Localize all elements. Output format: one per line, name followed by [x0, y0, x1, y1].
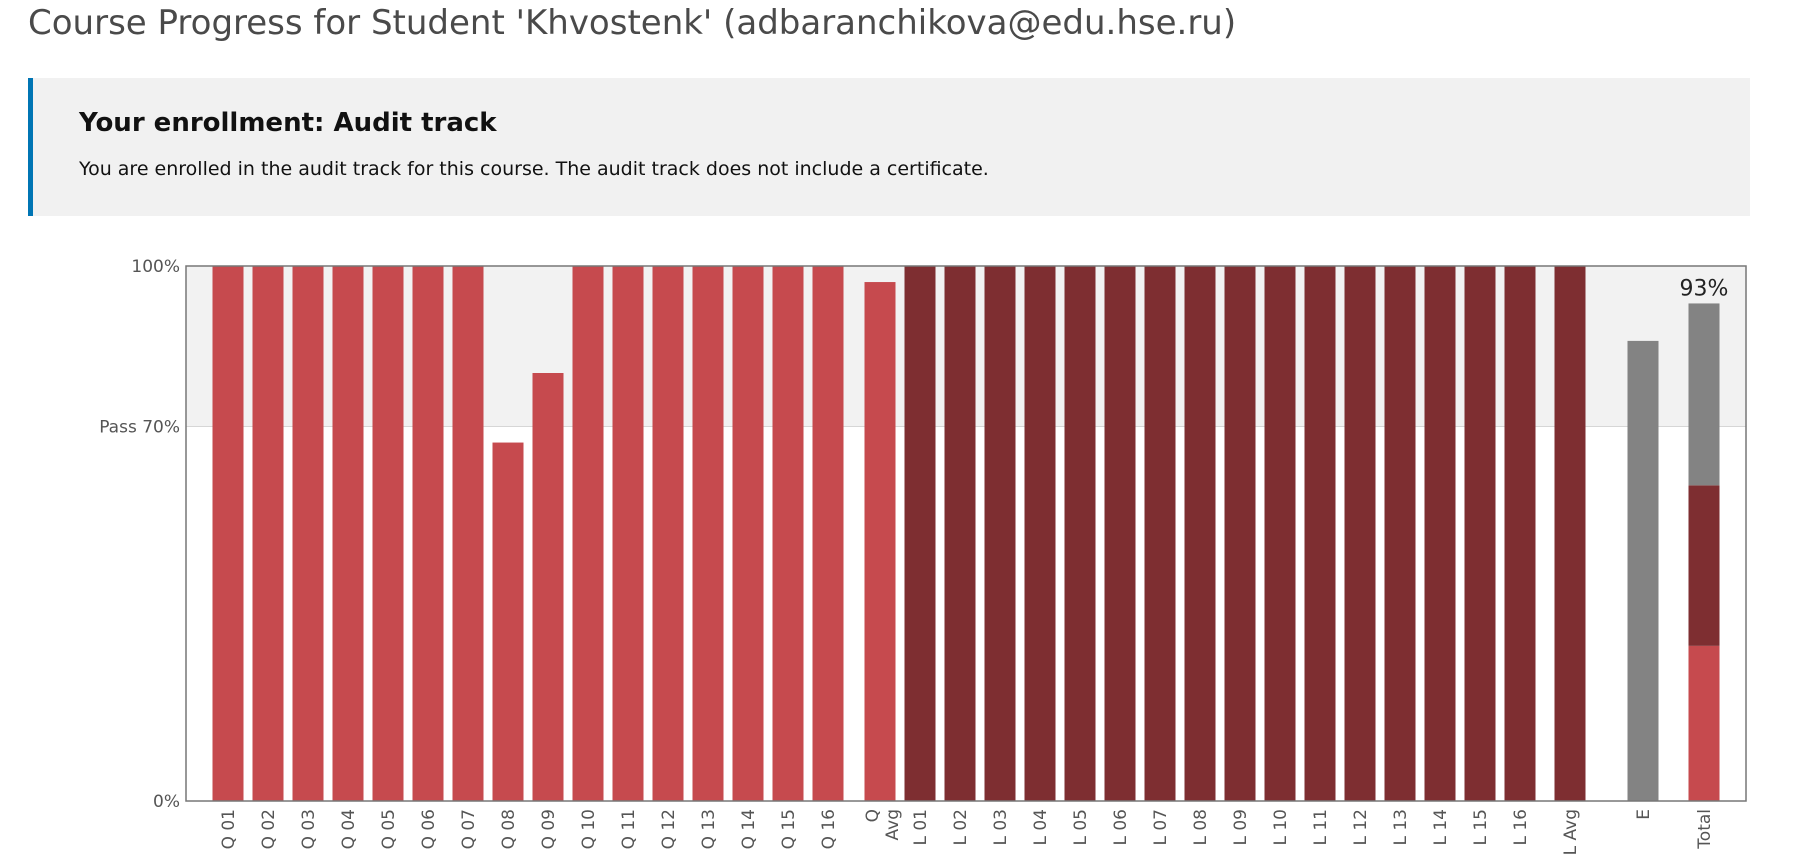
bar-q-02 — [252, 266, 284, 801]
x-tick-label: Q 06 — [419, 809, 439, 849]
y-tick-label: 100% — [131, 257, 180, 277]
bar-q-16 — [812, 266, 844, 801]
enrollment-text: You are enrolled in the audit track for … — [79, 158, 989, 180]
x-tick-label: L 13 — [1391, 809, 1411, 846]
bar-l-04 — [1024, 266, 1056, 801]
bar-l-07 — [1144, 266, 1176, 801]
x-tick-label: Q 07 — [459, 809, 479, 849]
x-tick-label: Q 08 — [499, 809, 519, 849]
x-tick-label: Q 01 — [219, 809, 239, 849]
x-tick-label: Q 03 — [299, 809, 319, 849]
x-tick-label: L 12 — [1351, 809, 1371, 846]
x-tick-label: L 05 — [1071, 809, 1091, 846]
x-tick-label: Q — [863, 809, 883, 822]
x-tick-label: Q 16 — [819, 809, 839, 849]
bar-l-11 — [1304, 266, 1336, 801]
bar-q-06 — [412, 266, 444, 801]
x-tick-label: L 04 — [1031, 809, 1051, 846]
bar-q-07 — [452, 266, 484, 801]
enrollment-heading: Your enrollment: Audit track — [79, 108, 497, 138]
grade-chart: 100% Pass 70% 0% 93% Q 01 Q 02 Q 03 Q 04 Q 05 Q 0… — [99, 257, 1747, 855]
bar-l-08 — [1184, 266, 1216, 801]
x-tick-label: L 10 — [1271, 809, 1291, 846]
bar-q-13 — [692, 266, 724, 801]
x-tick-label: L 06 — [1111, 809, 1131, 846]
x-tick-label: Q 02 — [259, 809, 279, 849]
x-tick-label: L Avg — [1561, 809, 1581, 855]
bar-l-14 — [1424, 266, 1456, 801]
x-tick-label: Q 14 — [739, 809, 759, 849]
x-tick-label: L 14 — [1431, 809, 1451, 846]
x-tick-label: Q 05 — [379, 809, 399, 849]
x-tick-label: L 15 — [1471, 809, 1491, 846]
x-tick-label: Total — [1695, 809, 1715, 850]
bar-q-09 — [532, 373, 564, 801]
total-segment-exam — [1688, 303, 1720, 486]
x-tick-label: L 07 — [1151, 809, 1171, 846]
total-segment-quiz — [1688, 645, 1720, 801]
x-tick-label: Q 09 — [539, 809, 559, 849]
bar-e — [1627, 340, 1659, 801]
total-value-label: 93% — [1680, 276, 1729, 301]
x-tick-label: L 02 — [951, 809, 971, 846]
bar-q-03 — [292, 266, 324, 801]
bar-l-16 — [1504, 266, 1536, 801]
x-tick-label: L 11 — [1311, 809, 1331, 846]
bar-q-avg — [864, 282, 896, 801]
bar-q-10 — [572, 266, 604, 801]
bar-q-12 — [652, 266, 684, 801]
x-tick-label: Q 13 — [699, 809, 719, 849]
x-tick-label: L 03 — [991, 809, 1011, 846]
bar-q-14 — [732, 266, 764, 801]
enrollment-message: Your enrollment: Audit track You are enr… — [28, 78, 1750, 216]
x-tick-label: L 01 — [911, 809, 931, 846]
bar-l-13 — [1384, 266, 1416, 801]
x-tick-label: Q 12 — [659, 809, 679, 849]
y-tick-label: 0% — [153, 792, 180, 812]
x-tick-label: L 08 — [1191, 809, 1211, 846]
bar-q-01 — [212, 266, 244, 801]
bar-q-05 — [372, 266, 404, 801]
bar-l-avg — [1554, 266, 1586, 801]
plot-frame — [185, 265, 1747, 802]
bar-l-06 — [1104, 266, 1136, 801]
x-tick-label: Q 04 — [339, 809, 359, 849]
bar-l-01 — [904, 266, 936, 801]
bar-l-12 — [1344, 266, 1376, 801]
x-tick-label: Q 15 — [779, 809, 799, 849]
bar-l-09 — [1224, 266, 1256, 801]
page-title: Course Progress for Student 'Khvostenk' … — [28, 3, 1237, 43]
bar-q-08 — [492, 442, 524, 801]
x-tick-label: E — [1634, 809, 1654, 820]
bar-l-15 — [1464, 266, 1496, 801]
bar-q-11 — [612, 266, 644, 801]
bar-l-03 — [984, 266, 1016, 801]
x-tick-label: L 16 — [1511, 809, 1531, 846]
x-tick-label: Q 11 — [619, 809, 639, 849]
bar-l-02 — [944, 266, 976, 801]
bar-l-05 — [1064, 266, 1096, 801]
y-tick-label: Pass 70% — [99, 418, 180, 438]
x-tick-label: L 09 — [1231, 809, 1251, 846]
bar-q-04 — [332, 266, 364, 801]
x-tick-label: Avg — [883, 809, 903, 841]
bar-l-10 — [1264, 266, 1296, 801]
total-segment-lab — [1688, 485, 1720, 646]
bar-q-15 — [772, 266, 804, 801]
x-tick-label: Q 10 — [579, 809, 599, 849]
